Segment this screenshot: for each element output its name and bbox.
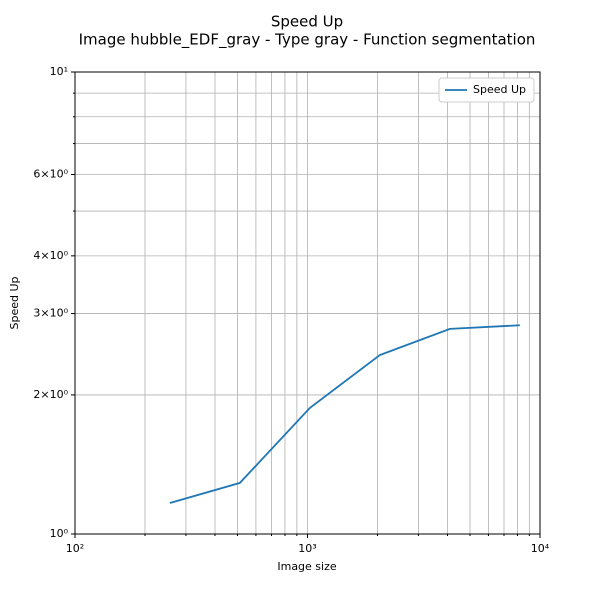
y-tick-label: 3×10⁰ (33, 307, 68, 320)
data-line (169, 324, 520, 504)
y-tick-label: 4×10⁰ (33, 249, 68, 262)
plot-frame (74, 71, 541, 535)
legend-box (438, 77, 535, 103)
x-tick-label: 10³ (298, 542, 316, 555)
x-tick-label: 10⁴ (531, 542, 550, 555)
chart-subtitle: Image hubble_EDF_gray - Type gray - Func… (79, 31, 536, 50)
x-tick-label: 10² (66, 542, 84, 555)
y-tick-label: 6×10⁰ (33, 167, 68, 180)
y-tick-label: 10⁰ (50, 527, 69, 540)
y-axis-label: Speed Up (8, 276, 21, 329)
chart-title: Speed Up (271, 13, 343, 31)
legend-label: Speed Up (473, 83, 526, 96)
y-tick-label: 2×10⁰ (33, 388, 68, 401)
y-tick-label: 10¹ (50, 65, 68, 78)
x-axis-label: Image size (277, 560, 337, 573)
